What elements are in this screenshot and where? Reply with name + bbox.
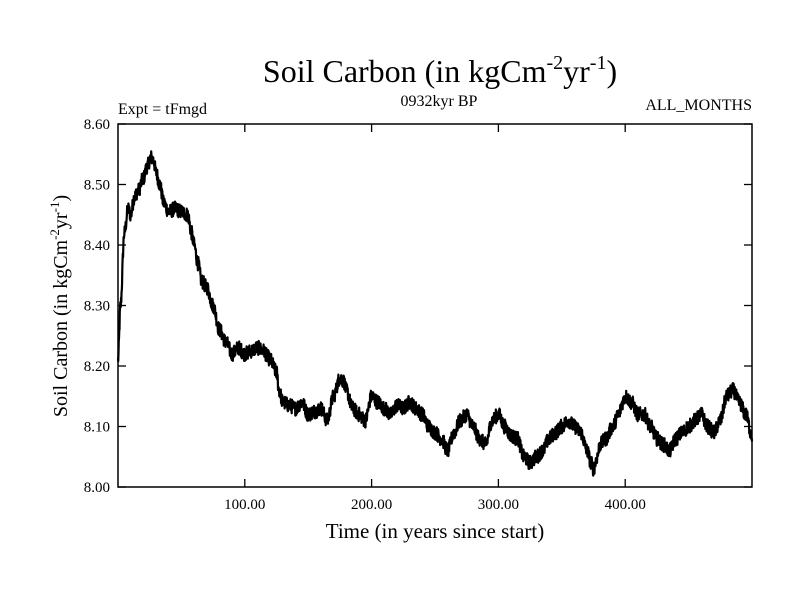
- y-axis-title-exp2: -1: [47, 202, 62, 213]
- x-tick-label: 300.00: [478, 497, 519, 513]
- y-tick-label: 8.60: [84, 117, 110, 133]
- y-tick-label: 8.10: [84, 420, 110, 436]
- chart-title: Soil Carbon (in kgCm-2yr-1): [263, 52, 617, 89]
- series-layer: [116, 150, 754, 477]
- y-axis-title-exp1: -2: [47, 229, 62, 240]
- x-axis: 100.00 200.00 300.00 400.00: [224, 124, 646, 513]
- y-axis: 8.00 8.10 8.20 8.30 8.40 8.50 8.60: [84, 117, 752, 496]
- x-tick-label: 400.00: [605, 497, 646, 513]
- x-tick-label: 200.00: [351, 497, 392, 513]
- y-axis-title: Soil Carbon (in kgCm-2yr-1): [47, 195, 72, 417]
- x-tick-label: 100.00: [224, 497, 265, 513]
- y-tick-label: 8.00: [84, 480, 110, 496]
- y-axis-title-close: ): [50, 195, 72, 202]
- series-line-soil-carbon: [116, 150, 754, 477]
- x-axis-title: Time (in years since start): [326, 519, 545, 543]
- period-label: 0932kyr BP: [401, 93, 478, 110]
- y-tick-label: 8.40: [84, 238, 110, 254]
- chart-title-exp1: -2: [546, 52, 563, 74]
- y-tick-label: 8.20: [84, 359, 110, 375]
- chart-title-main: Soil Carbon (in kgCm: [263, 53, 547, 89]
- chart-title-unit: yr: [563, 53, 590, 89]
- experiment-label: Expt = tFmgd: [118, 101, 207, 118]
- y-tick-label: 8.50: [84, 178, 110, 194]
- y-axis-title-main: Soil Carbon (in kgCm: [50, 239, 72, 417]
- chart-title-close: ): [606, 53, 617, 89]
- chart-title-exp2: -1: [590, 52, 607, 74]
- y-tick-label: 8.30: [84, 299, 110, 315]
- months-label: ALL_MONTHS: [645, 97, 752, 114]
- y-axis-title-unit: yr: [50, 212, 72, 229]
